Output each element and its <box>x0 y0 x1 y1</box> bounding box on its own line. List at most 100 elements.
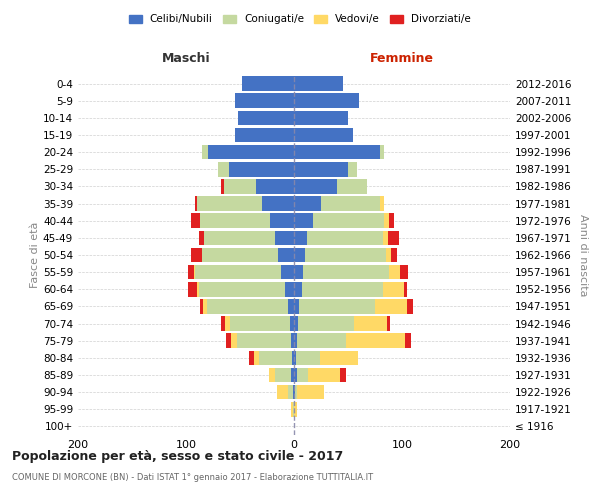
Bar <box>291 334 294 348</box>
Bar <box>235 128 294 142</box>
Bar <box>294 248 391 262</box>
Bar <box>194 265 294 280</box>
Bar <box>269 368 294 382</box>
Bar <box>294 282 302 296</box>
Bar <box>277 385 294 400</box>
Bar <box>294 145 383 160</box>
Bar <box>294 282 404 296</box>
Bar <box>294 110 348 125</box>
Bar <box>294 110 348 125</box>
Bar <box>235 94 294 108</box>
Bar <box>202 145 294 160</box>
Bar <box>294 316 355 331</box>
Text: Maschi: Maschi <box>161 52 211 64</box>
Bar <box>294 179 367 194</box>
Bar <box>269 368 294 382</box>
Bar <box>287 299 294 314</box>
Bar <box>199 230 294 245</box>
Bar <box>294 214 313 228</box>
Bar <box>254 350 294 365</box>
Bar <box>294 230 307 245</box>
Bar <box>235 94 294 108</box>
Bar <box>275 230 294 245</box>
Bar <box>270 214 294 228</box>
Bar <box>294 145 383 160</box>
Bar <box>294 385 295 400</box>
Bar <box>293 402 294 416</box>
Bar <box>202 145 294 160</box>
Bar <box>294 94 359 108</box>
Bar <box>237 334 294 348</box>
Bar <box>191 248 294 262</box>
Bar <box>230 316 294 331</box>
Bar <box>197 196 294 211</box>
Bar <box>218 162 294 176</box>
Bar <box>294 94 359 108</box>
Bar <box>294 128 353 142</box>
Bar <box>294 368 308 382</box>
Bar <box>294 230 388 245</box>
Bar <box>281 265 294 280</box>
Bar <box>294 385 324 400</box>
Bar <box>294 265 389 280</box>
Bar <box>256 179 294 194</box>
Bar <box>294 162 348 176</box>
Bar <box>194 265 294 280</box>
Bar <box>229 162 294 176</box>
Bar <box>202 145 294 160</box>
Bar <box>277 385 294 400</box>
Bar <box>202 248 294 262</box>
Bar <box>294 179 367 194</box>
Bar <box>294 110 348 125</box>
Bar <box>235 94 294 108</box>
Bar <box>294 248 386 262</box>
Bar <box>200 214 294 228</box>
Y-axis label: Fasce di età: Fasce di età <box>30 222 40 288</box>
Bar <box>238 110 294 125</box>
Bar <box>286 282 294 296</box>
Bar <box>248 350 294 365</box>
Bar <box>235 128 294 142</box>
Bar <box>294 76 343 91</box>
Bar <box>208 145 294 160</box>
Bar <box>294 316 387 331</box>
Bar <box>292 350 294 365</box>
Bar <box>294 196 383 211</box>
Bar <box>259 350 294 365</box>
Bar <box>242 76 294 91</box>
Bar <box>242 76 294 91</box>
Bar <box>200 299 294 314</box>
Bar <box>294 334 405 348</box>
Bar <box>294 128 353 142</box>
Bar <box>294 94 359 108</box>
Legend: Celibi/Nubili, Coniugati/e, Vedovi/e, Divorziati/e: Celibi/Nubili, Coniugati/e, Vedovi/e, Di… <box>125 10 475 29</box>
Bar <box>294 162 356 176</box>
Bar <box>294 334 297 348</box>
Bar <box>294 350 320 365</box>
Bar <box>294 162 356 176</box>
Bar <box>291 368 294 382</box>
Bar <box>199 282 294 296</box>
Bar <box>294 196 321 211</box>
Bar <box>294 334 410 348</box>
Bar <box>225 316 294 331</box>
Bar <box>294 402 297 416</box>
Bar <box>294 385 324 400</box>
Bar <box>205 230 294 245</box>
Bar <box>224 179 294 194</box>
Bar <box>188 282 294 296</box>
Bar <box>197 282 294 296</box>
Bar <box>197 196 294 211</box>
Bar <box>294 145 380 160</box>
Bar <box>294 350 358 365</box>
Bar <box>294 316 390 331</box>
Bar <box>200 214 294 228</box>
Bar <box>235 94 294 108</box>
Bar <box>291 402 294 416</box>
Bar <box>294 265 302 280</box>
Bar <box>294 196 380 211</box>
Bar <box>294 94 359 108</box>
Bar <box>278 248 294 262</box>
Bar <box>294 110 348 125</box>
Bar <box>294 299 407 314</box>
